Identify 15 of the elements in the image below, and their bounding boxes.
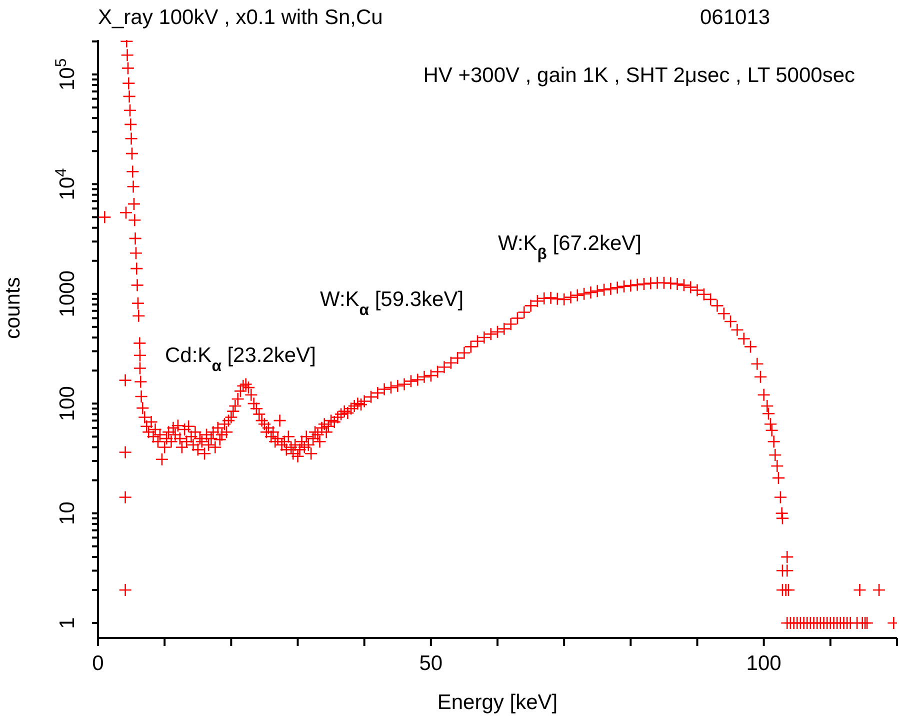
- y-axis-title: counts: [1, 277, 24, 339]
- x-axis-title: Energy [keV]: [437, 691, 558, 714]
- y-tick-label: 1: [56, 617, 79, 629]
- x-tick-label: 0: [92, 652, 104, 675]
- y-tick-label: 100: [56, 386, 79, 422]
- chart-title: X_ray 100kV , x0.1 with Sn,Cu: [98, 6, 383, 30]
- annotation: HV +300V , gain 1K , SHT 2μsec , LT 5000sec: [423, 64, 855, 87]
- chart-subtitle: 061013: [700, 6, 770, 30]
- y-tick-label: 10: [56, 502, 79, 525]
- y-tick-label: 1000: [56, 270, 79, 318]
- annotation: Cd:K$_{α}$ [23.2keV]: [165, 344, 316, 374]
- annotation: W:K$_{β}$ [67.2keV]: [498, 232, 642, 262]
- x-tick-label: 50: [419, 652, 443, 675]
- annotation: W:K$_{α}$ [59.3keV]: [320, 288, 464, 318]
- x-tick-label: 100: [746, 652, 782, 675]
